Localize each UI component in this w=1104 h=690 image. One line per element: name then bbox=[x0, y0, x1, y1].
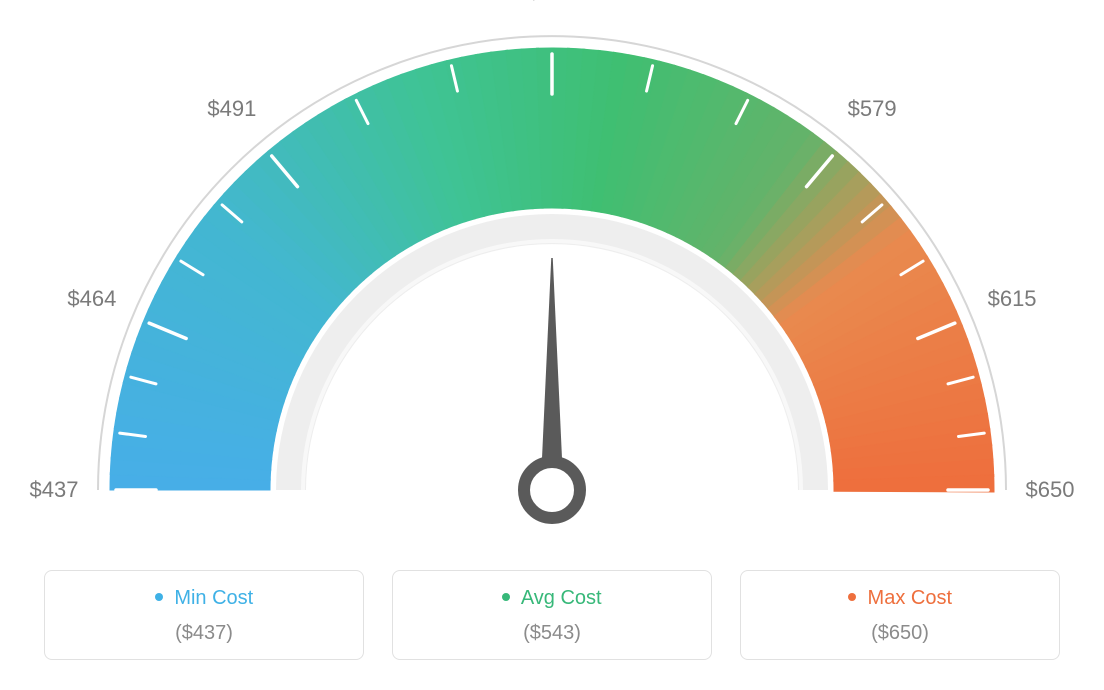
legend-card-max: Max Cost ($650) bbox=[740, 570, 1060, 660]
gauge-hub bbox=[524, 462, 580, 518]
gauge-tick-label: $437 bbox=[30, 477, 79, 503]
legend-min-dot-icon bbox=[155, 593, 163, 601]
legend-max-dot-icon bbox=[848, 593, 856, 601]
legend-row: Min Cost ($437) Avg Cost ($543) Max Cost… bbox=[0, 570, 1104, 660]
legend-avg-value: ($543) bbox=[401, 622, 703, 645]
gauge-needle bbox=[541, 258, 563, 480]
legend-min-title: Min Cost bbox=[53, 587, 355, 610]
gauge-tick-label: $650 bbox=[1026, 477, 1075, 503]
legend-max-value: ($650) bbox=[749, 622, 1051, 645]
gauge-tick-label: $543 bbox=[528, 0, 577, 5]
legend-min-label: Min Cost bbox=[174, 587, 253, 609]
legend-card-avg: Avg Cost ($543) bbox=[392, 570, 712, 660]
legend-max-title: Max Cost bbox=[749, 587, 1051, 610]
gauge-tick-label: $579 bbox=[848, 96, 897, 122]
gauge-svg bbox=[0, 0, 1104, 560]
legend-avg-dot-icon bbox=[502, 593, 510, 601]
legend-min-value: ($437) bbox=[53, 622, 355, 645]
gauge-tick-label: $491 bbox=[207, 96, 256, 122]
legend-max-label: Max Cost bbox=[868, 587, 952, 609]
gauge-tick-label: $464 bbox=[67, 286, 116, 312]
gauge-chart: $437 $464 $491 $543 $579 $615 $650 bbox=[0, 0, 1104, 560]
legend-avg-title: Avg Cost bbox=[401, 587, 703, 610]
legend-card-min: Min Cost ($437) bbox=[44, 570, 364, 660]
gauge-tick-label: $615 bbox=[988, 286, 1037, 312]
legend-avg-label: Avg Cost bbox=[521, 587, 602, 609]
